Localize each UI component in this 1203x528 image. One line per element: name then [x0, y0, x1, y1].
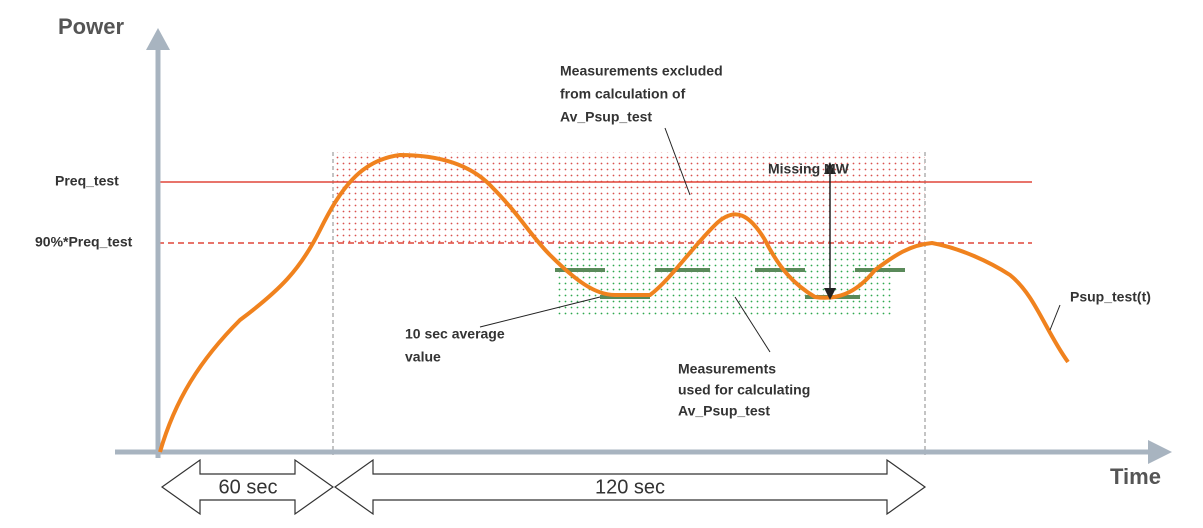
average-text: 10 sec average: [405, 326, 505, 342]
used-text: Measurements: [678, 361, 776, 377]
used-text: used for calculating: [678, 382, 810, 398]
used-region: [555, 243, 893, 318]
average-text: value: [405, 349, 441, 365]
leaders: [479, 127, 1061, 353]
x-arrow: [1148, 440, 1172, 464]
excluded-text: Av_Psup_test: [560, 109, 652, 125]
duration-60-label: 60 sec: [219, 476, 278, 498]
used-text: Av_Psup_test: [678, 403, 770, 419]
power-curve: [158, 152, 1070, 453]
x-label: Time: [1110, 464, 1161, 489]
missing-label: Missing MW: [768, 161, 850, 177]
y-arrow: [146, 28, 170, 50]
duration-120-label: 120 sec: [595, 476, 665, 498]
excluded-text: from calculation of: [560, 86, 686, 102]
duration-60: [160, 458, 335, 516]
y-label: Power: [58, 14, 124, 39]
duration-120: [333, 458, 927, 516]
curve-label: Psup_test(t): [1070, 289, 1151, 305]
preq90-label: 90%*Preq_test: [35, 234, 133, 250]
excluded-text: Measurements excluded: [560, 63, 723, 79]
preq-label: Preq_test: [55, 173, 119, 189]
